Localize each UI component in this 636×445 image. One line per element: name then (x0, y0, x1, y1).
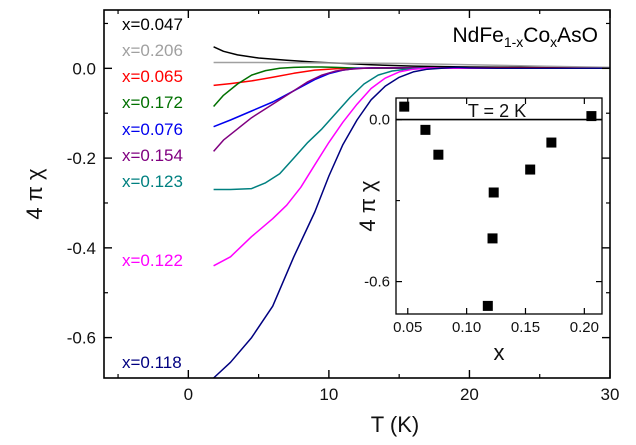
inset-x-tick-label-0: 0.05 (393, 319, 422, 336)
series-label-6: x=0.123 (122, 172, 183, 191)
inset-x-tick-label-1: 0.10 (452, 319, 481, 336)
series-label-group: x=0.047 x=0.206 x=0.065 x=0.172 x=0.076 x=0.1… (120, 14, 210, 372)
inset-point-7 (546, 137, 557, 148)
series-line-2 (213, 67, 611, 87)
series-label-7: x=0.122 (122, 251, 183, 270)
x-tick-label-2: 20 (460, 385, 479, 404)
series-label-2: x=0.065 (122, 67, 183, 86)
inset-plot: 0.05 0.10 0.15 0.20 0.0 -0.6 T = 2 K x 4 π χ (355, 97, 603, 365)
inset-point-1 (420, 124, 431, 135)
series-line-8 (213, 66, 610, 379)
series-label-bg-4 (120, 119, 210, 139)
main-tick-group: 0 10 20 30 0.0 -0.2 -0.4 -0.6 (67, 10, 620, 404)
inset-point-2 (433, 149, 444, 160)
inset-point-5 (488, 187, 499, 198)
series-label-3: x=0.172 (122, 93, 183, 112)
main-plot: x=0.047 x=0.206 x=0.065 x=0.172 x=0.076 x=0.1… (22, 9, 620, 437)
series-label-4: x=0.076 (122, 120, 183, 139)
inset-point-3 (482, 300, 493, 311)
series-label-bg-0 (120, 14, 210, 34)
x-tick-label-0: 0 (184, 385, 193, 404)
y-tick-label-3: -0.6 (67, 329, 96, 348)
inset-point-4 (487, 233, 498, 244)
inset-point-8 (586, 111, 597, 122)
series-label-bg-3 (120, 92, 210, 112)
chart-title: NdFe1-xCoxAsO (452, 24, 598, 50)
main-series-group (213, 46, 611, 379)
inset-x-axis-title: x (494, 340, 505, 365)
series-line-1 (213, 61, 611, 69)
x-tick-label-3: 30 (601, 385, 620, 404)
series-line-0 (213, 46, 611, 69)
series-label-5: x=0.154 (122, 146, 183, 165)
x-tick-label-1: 10 (319, 385, 338, 404)
y-axis-title: 4 π χ (22, 168, 47, 220)
inset-points-group (399, 101, 597, 311)
series-label-bg-7 (120, 250, 210, 270)
inset-point-6 (525, 164, 536, 175)
series-label-bg-6 (120, 171, 210, 191)
y-tick-label-1: -0.2 (67, 149, 96, 168)
series-label-0: x=0.047 (122, 15, 183, 34)
series-label-1: x=0.206 (122, 41, 183, 60)
series-label-bg-8 (120, 352, 210, 372)
inset-x-tick-label-2: 0.15 (511, 319, 540, 336)
y-tick-label-2: -0.4 (67, 239, 96, 258)
inset-x-tick-label-3: 0.20 (570, 319, 599, 336)
x-axis-title: T (K) (371, 412, 419, 437)
inset-tick-group: 0.05 0.10 0.15 0.20 0.0 -0.6 (364, 98, 602, 336)
series-label-bg-2 (120, 66, 210, 86)
inset-y-axis-title: 4 π χ (355, 180, 380, 232)
inset-y-tick-label-1: -0.6 (364, 274, 390, 291)
inset-point-0 (399, 101, 410, 112)
inset-y-tick-label-0: 0.0 (369, 112, 390, 129)
inset-annotation: T = 2 K (468, 101, 526, 121)
main-plot-frame (103, 9, 611, 379)
series-label-bg-5 (120, 145, 210, 165)
series-label-8: x=0.118 (122, 353, 182, 372)
series-label-bg-1 (120, 40, 210, 60)
y-tick-label-0: 0.0 (72, 59, 96, 78)
